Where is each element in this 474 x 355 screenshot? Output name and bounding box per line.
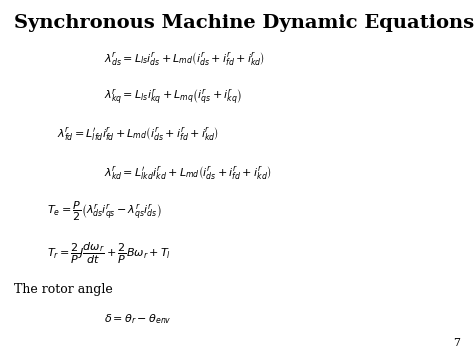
Text: $T_e = \dfrac{P}{2}\left(\lambda^{r}_{ds}i^{r}_{qs} - \lambda^{r}_{qs}i^{r}_{ds}: $T_e = \dfrac{P}{2}\left(\lambda^{r}_{ds… (47, 200, 162, 223)
Text: $\lambda^{r}_{kd} = L^{\prime}_{lkd}i^{r}_{kd} + L_{md}\left(i^{r}_{ds} + i^{r}_: $\lambda^{r}_{kd} = L^{\prime}_{lkd}i^{r… (104, 164, 272, 181)
Text: $\lambda^{r}_{kq} = L_{ls}i^{r}_{kq} + L_{mq}\left(i^{r}_{qs} + i^{r}_{kq}\right: $\lambda^{r}_{kq} = L_{ls}i^{r}_{kq} + L… (104, 88, 242, 107)
Text: $\lambda^{r}_{fd} = L^{\prime}_{lfd}i^{r}_{fd} + L_{md}\left(i^{r}_{ds} + i^{r}_: $\lambda^{r}_{fd} = L^{\prime}_{lfd}i^{r… (57, 125, 219, 142)
Text: 7: 7 (453, 338, 460, 348)
Text: Synchronous Machine Dynamic Equations: Synchronous Machine Dynamic Equations (14, 14, 474, 32)
Text: $T_r = \dfrac{2}{P}J\dfrac{d\omega_r}{dt} + \dfrac{2}{P}B\omega_r + T_l$: $T_r = \dfrac{2}{P}J\dfrac{d\omega_r}{dt… (47, 241, 172, 267)
Text: The rotor angle: The rotor angle (14, 283, 113, 296)
Text: $\delta = \theta_r - \theta_{env}$: $\delta = \theta_r - \theta_{env}$ (104, 313, 172, 326)
Text: $\lambda^{r}_{ds} = L_{ls}i^{r}_{ds} + L_{md}\left(i^{r}_{ds} + i^{r}_{fd} + i^{: $\lambda^{r}_{ds} = L_{ls}i^{r}_{ds} + L… (104, 50, 265, 67)
